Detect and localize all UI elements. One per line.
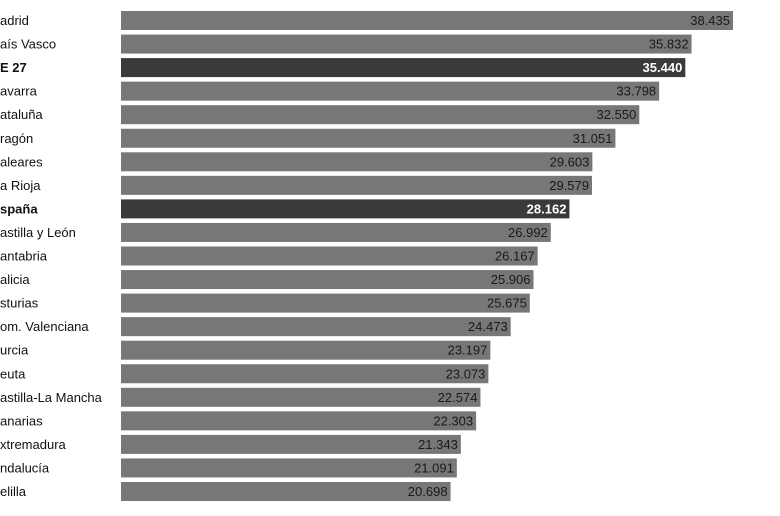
value-label: 28.162 <box>527 201 567 216</box>
bar <box>121 128 616 148</box>
value-label: 33.798 <box>616 84 656 99</box>
value-label: 23.197 <box>448 343 488 358</box>
bar <box>121 11 733 30</box>
value-label: 21.091 <box>414 460 454 475</box>
bar <box>121 293 530 313</box>
bar <box>121 387 481 407</box>
bar <box>121 246 538 266</box>
value-label: 22.574 <box>438 390 478 405</box>
value-label: 25.675 <box>487 296 527 311</box>
category-label: alicia <box>0 272 30 287</box>
value-label: 31.051 <box>573 131 613 146</box>
highlight-bar <box>121 58 686 78</box>
bar <box>121 317 511 337</box>
category-label: ataluña <box>0 107 43 122</box>
value-label: 21.343 <box>418 437 458 452</box>
value-label: 35.832 <box>649 37 689 52</box>
category-label: ragón <box>0 131 33 146</box>
bar <box>121 364 489 384</box>
category-label: urcia <box>0 343 29 358</box>
bar <box>121 340 491 360</box>
value-label: 38.435 <box>690 13 730 28</box>
category-label: astilla-La Mancha <box>0 390 103 405</box>
bar <box>121 411 477 431</box>
category-label: ndalucía <box>0 460 50 475</box>
category-label: euta <box>0 366 26 381</box>
value-label: 29.603 <box>550 154 590 169</box>
value-label: 26.167 <box>495 249 535 264</box>
category-label: avarra <box>0 84 38 99</box>
category-label: sturias <box>0 296 39 311</box>
category-label: astilla y León <box>0 225 76 240</box>
category-label: antabria <box>0 249 48 264</box>
bar <box>121 458 457 478</box>
value-label: 22.303 <box>433 413 473 428</box>
highlight-bar <box>121 199 570 219</box>
category-label: aís Vasco <box>0 37 56 52</box>
value-label: 35.440 <box>643 60 683 75</box>
value-label: 32.550 <box>597 107 637 122</box>
value-label: 26.992 <box>508 225 548 240</box>
bar <box>121 34 692 54</box>
bar <box>121 175 592 195</box>
bar <box>121 222 551 242</box>
value-label: 25.906 <box>491 272 531 287</box>
value-label: 29.579 <box>549 178 589 193</box>
category-label: om. Valenciana <box>0 319 89 334</box>
category-label: spaña <box>0 201 38 216</box>
value-label: 20.698 <box>408 484 448 499</box>
bar <box>121 81 660 101</box>
value-label: 23.073 <box>446 366 486 381</box>
bar <box>121 482 451 501</box>
bar <box>121 105 640 125</box>
category-label: adrid <box>0 13 29 28</box>
value-label: 24.473 <box>468 319 508 334</box>
bar <box>121 434 461 454</box>
bar <box>121 270 534 290</box>
category-label: a Rioja <box>0 178 41 193</box>
category-label: xtremadura <box>0 437 67 452</box>
category-label: aleares <box>0 154 43 169</box>
category-label: E 27 <box>0 60 27 75</box>
category-label: anarias <box>0 413 43 428</box>
category-label: elilla <box>0 484 27 499</box>
bar <box>121 152 593 172</box>
